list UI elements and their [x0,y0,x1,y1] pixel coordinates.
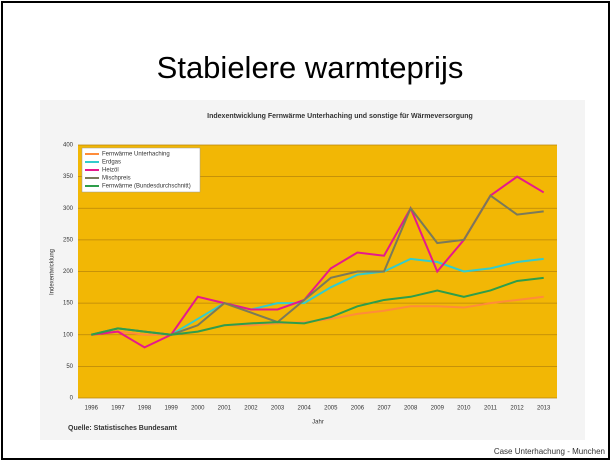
y-tick-label: 350 [63,174,74,180]
y-tick-label: 200 [63,269,74,275]
x-tick-label: 1999 [164,406,178,412]
legend-label: Mischpreis [102,176,131,182]
chart-title: Indexentwicklung Fernwärme Unterhaching … [207,113,473,120]
y-tick-label: 400 [63,143,74,149]
legend-label: Fernwärme Unterhaching [102,152,170,158]
y-tick-label: 50 [66,364,73,370]
y-tick-label: 0 [70,396,74,402]
y-tick-label: 150 [63,301,74,307]
legend-box [81,147,201,193]
x-tick-label: 2013 [537,406,551,412]
x-tick-label: 2010 [457,406,471,412]
x-tick-label: 2000 [191,406,205,412]
x-tick-label: 2007 [377,406,391,412]
legend-label: Heizöl [102,168,119,174]
x-tick-label: 1998 [138,406,152,412]
slide-footer: Case Unterhachung - Munchen [494,447,605,456]
y-axis-label: Indexentwicklung [50,249,56,295]
x-tick-label: 1996 [85,406,99,412]
x-tick-label: 2002 [244,406,258,412]
x-tick-label: 2008 [404,406,418,412]
slide-title: Stabielere warmteprijs [157,50,464,85]
source: Quelle: Statistisches Bundesamt [68,425,178,432]
y-tick-label: 100 [63,332,74,338]
x-tick-label: 2001 [218,406,232,412]
series-line [91,276,544,336]
x-tick-label: 1997 [111,406,125,412]
legend-label: Erdgas [102,160,121,166]
y-tick-label: 250 [63,237,74,243]
x-tick-label: 2004 [298,406,312,412]
x-tick-label: 2009 [431,406,445,412]
x-tick-label: 2006 [351,406,365,412]
x-tick-label: 2003 [271,406,285,412]
legend-label: Fernwärme (Bundesdurchschnitt) [102,184,191,190]
y-tick-label: 300 [63,206,74,212]
x-tick-label: 2012 [510,406,524,412]
x-tick-label: 2005 [324,406,338,412]
x-tick-label: 2011 [484,406,498,412]
x-axis-label: Jahr [312,420,324,426]
